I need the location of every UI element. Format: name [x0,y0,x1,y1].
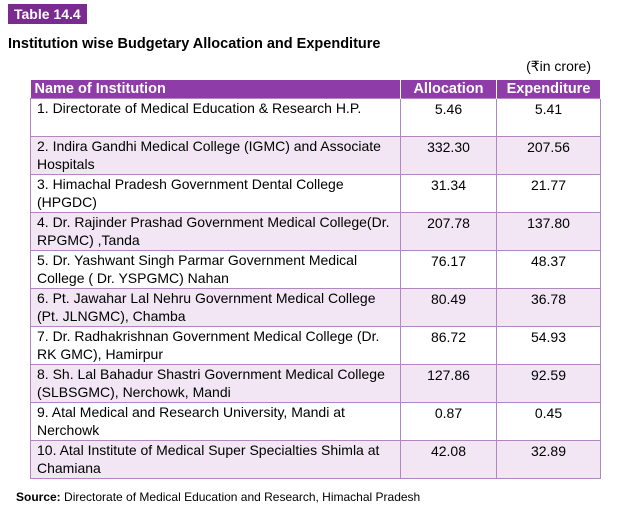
expenditure-value: 137.80 [496,212,601,251]
allocation-value: 31.34 [400,174,497,213]
expenditure-value: 207.56 [496,136,601,175]
expenditure-value: 21.77 [496,174,601,213]
table-row: 3. Himachal Pradesh Government Dental Co… [30,174,601,213]
institution-name: 2. Indira Gandhi Medical College (IGMC) … [30,136,401,175]
allocation-value: 42.08 [400,440,497,479]
expenditure-value: 36.78 [496,288,601,327]
institution-name: 5. Dr. Yashwant Singh Parmar Government … [30,250,401,289]
allocation-value: 5.46 [400,98,497,137]
table-row: 8. Sh. Lal Bahadur Shastri Government Me… [30,364,601,403]
institution-name: 3. Himachal Pradesh Government Dental Co… [30,174,401,213]
table-header-row: Name of Institution Allocation Expenditu… [30,80,601,99]
allocation-value: 332.30 [400,136,497,175]
institution-name: 7. Dr. Radhakrishnan Government Medical … [30,326,401,365]
source-text: Directorate of Medical Education and Res… [64,490,421,504]
table-number-tag: Table 14.4 [8,4,87,24]
allocation-value: 86.72 [400,326,497,365]
allocation-value: 127.86 [400,364,497,403]
expenditure-value: 5.41 [496,98,601,137]
expenditure-value: 54.93 [496,326,601,365]
institution-name: 9. Atal Medical and Research University,… [30,402,401,441]
institution-name: 1. Directorate of Medical Education & Re… [30,98,401,137]
expenditure-value: 48.37 [496,250,601,289]
header-name-of-institution: Name of Institution [30,80,401,99]
budget-table: Name of Institution Allocation Expenditu… [30,80,601,479]
header-allocation: Allocation [400,80,497,99]
allocation-value: 207.78 [400,212,497,251]
header-expenditure: Expenditure [496,80,601,99]
institution-name: 10. Atal Institute of Medical Super Spec… [30,440,401,479]
table-row: 1. Directorate of Medical Education & Re… [30,98,601,137]
table-row: 4. Dr. Rajinder Prashad Government Medic… [30,212,601,251]
expenditure-value: 32.89 [496,440,601,479]
institution-name: 8. Sh. Lal Bahadur Shastri Government Me… [30,364,401,403]
table-row: 5. Dr. Yashwant Singh Parmar Government … [30,250,601,289]
table-row: 10. Atal Institute of Medical Super Spec… [30,440,601,479]
expenditure-value: 0.45 [496,402,601,441]
table-row: 6. Pt. Jawahar Lal Nehru Government Medi… [30,288,601,327]
source-note: Source: Directorate of Medical Education… [16,490,420,504]
allocation-value: 76.17 [400,250,497,289]
allocation-value: 0.87 [400,402,497,441]
table-row: 2. Indira Gandhi Medical College (IGMC) … [30,136,601,175]
table-title: Institution wise Budgetary Allocation an… [8,36,381,52]
expenditure-value: 92.59 [496,364,601,403]
institution-name: 4. Dr. Rajinder Prashad Government Medic… [30,212,401,251]
table-row: 7. Dr. Radhakrishnan Government Medical … [30,326,601,365]
allocation-value: 80.49 [400,288,497,327]
table-row: 9. Atal Medical and Research University,… [30,402,601,441]
source-label: Source: [16,490,61,504]
unit-note: (₹in crore) [526,58,591,74]
institution-name: 6. Pt. Jawahar Lal Nehru Government Medi… [30,288,401,327]
